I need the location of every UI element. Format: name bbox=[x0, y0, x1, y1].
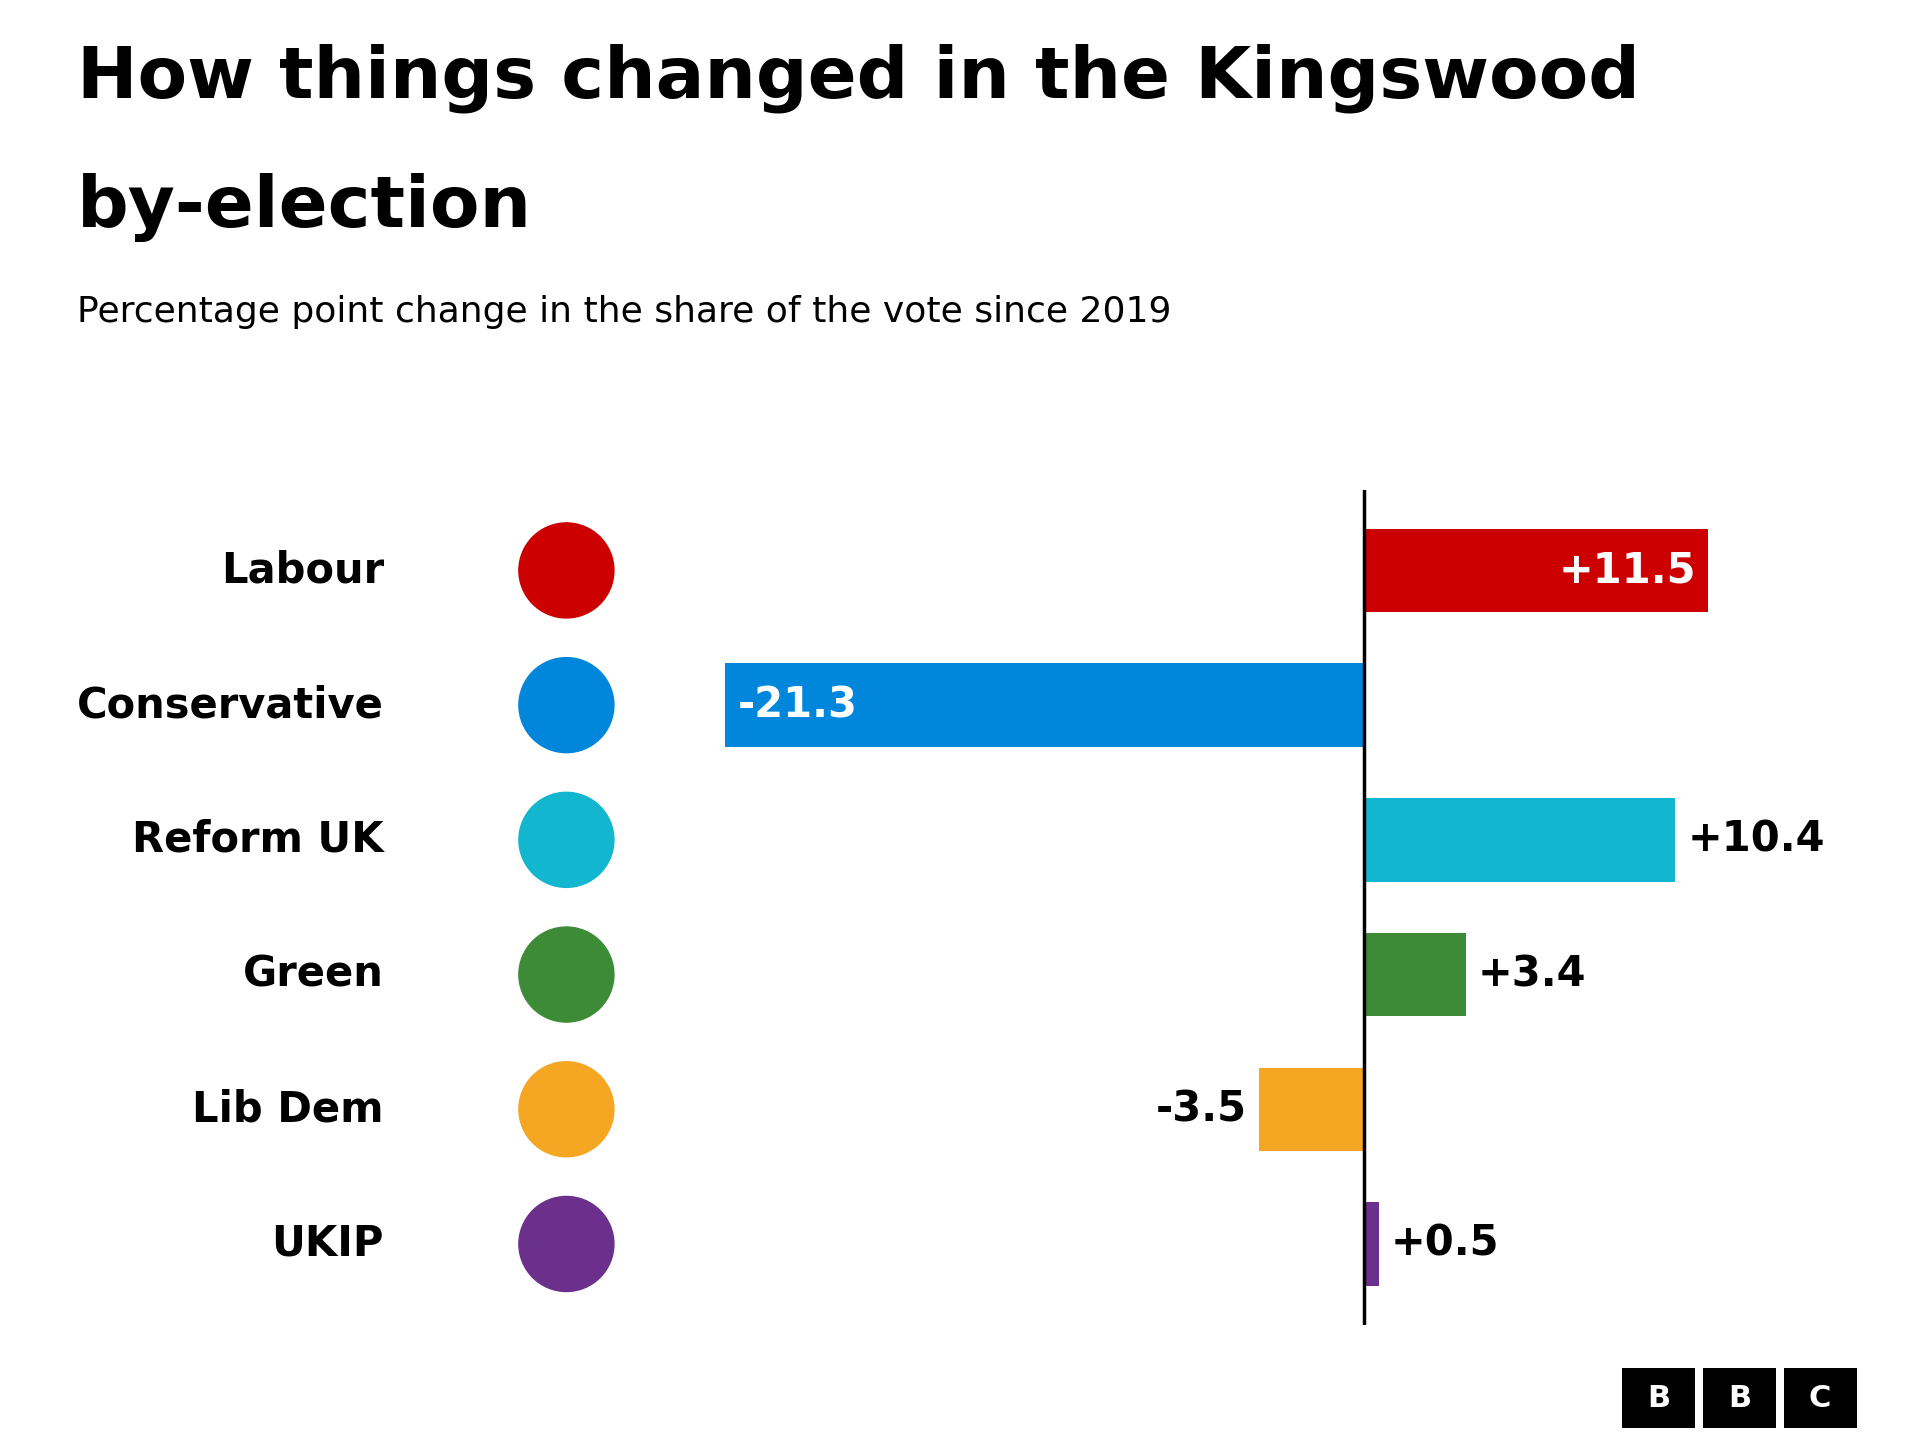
Text: Lib Dem: Lib Dem bbox=[192, 1089, 384, 1130]
Text: B: B bbox=[1728, 1384, 1751, 1413]
Text: C: C bbox=[1809, 1384, 1832, 1413]
Text: +10.4: +10.4 bbox=[1688, 819, 1824, 861]
Bar bbox=[1260, 1067, 1363, 1151]
Text: Percentage point change in the share of the vote since 2019: Percentage point change in the share of … bbox=[77, 295, 1171, 330]
Bar bbox=[1363, 528, 1709, 612]
Text: Conservative: Conservative bbox=[77, 684, 384, 726]
Text: -21.3: -21.3 bbox=[737, 684, 856, 726]
Text: +0.5: +0.5 bbox=[1390, 1223, 1500, 1264]
Text: How things changed in the Kingswood: How things changed in the Kingswood bbox=[77, 43, 1640, 112]
Text: Green: Green bbox=[244, 953, 384, 995]
Bar bbox=[726, 664, 1363, 747]
Text: Labour: Labour bbox=[221, 550, 384, 592]
Text: +3.4: +3.4 bbox=[1478, 953, 1586, 995]
Text: +11.5: +11.5 bbox=[1559, 550, 1697, 592]
Text: by-election: by-election bbox=[77, 173, 532, 242]
Text: -3.5: -3.5 bbox=[1156, 1089, 1246, 1130]
Text: Reform UK: Reform UK bbox=[132, 819, 384, 861]
Text: B: B bbox=[1647, 1384, 1670, 1413]
Text: UKIP: UKIP bbox=[271, 1223, 384, 1264]
Bar bbox=[1363, 933, 1465, 1017]
Bar bbox=[1363, 1202, 1379, 1286]
Bar bbox=[1363, 798, 1676, 881]
